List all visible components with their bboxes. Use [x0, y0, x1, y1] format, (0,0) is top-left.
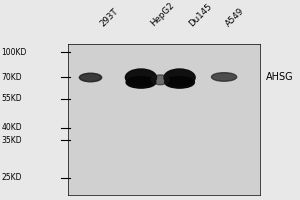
Ellipse shape: [164, 69, 195, 86]
Text: Du145: Du145: [187, 2, 214, 28]
Ellipse shape: [126, 77, 156, 88]
Ellipse shape: [125, 69, 157, 86]
Text: AHSG: AHSG: [266, 72, 293, 82]
Ellipse shape: [152, 75, 169, 85]
Ellipse shape: [80, 73, 102, 82]
Text: 35KD: 35KD: [2, 136, 22, 145]
Text: 293T: 293T: [98, 7, 120, 28]
Text: 55KD: 55KD: [2, 94, 22, 103]
Ellipse shape: [212, 73, 237, 81]
Text: 100KD: 100KD: [2, 48, 27, 57]
Ellipse shape: [165, 77, 194, 88]
Text: A549: A549: [224, 6, 246, 28]
Bar: [68, 44, 260, 195]
Text: 25KD: 25KD: [2, 173, 22, 182]
Text: 40KD: 40KD: [2, 123, 22, 132]
Text: HepG2: HepG2: [148, 1, 176, 28]
Text: 70KD: 70KD: [2, 73, 22, 82]
